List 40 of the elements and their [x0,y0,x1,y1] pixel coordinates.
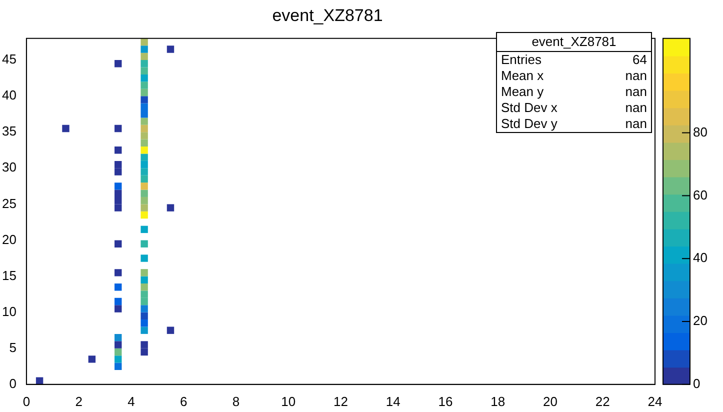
color-bar-label: 40 [693,250,708,266]
x-tick-label: 20 [543,394,558,409]
x-tick-label: 12 [333,394,348,409]
annotation: Mean x [501,68,544,84]
x-tick-label: 2 [75,394,82,409]
y-tick-label: 25 [2,196,16,211]
chart-title: event_XZ8781 [272,6,383,25]
annotation: nan [625,100,647,116]
annotation: Std Dev y [501,116,558,132]
color-bar-label: 20 [693,313,708,328]
x-tick-label: 18 [490,394,506,409]
x-tick-label: 14 [386,394,400,409]
annotation: nan [625,84,647,100]
y-tick-label: 15 [2,268,16,283]
annotation: Mean y [501,84,544,100]
y-tick-label: 40 [2,88,16,103]
annotation: nan [625,116,647,132]
x-tick-label: 4 [128,394,135,409]
y-tick-label: 5 [9,340,16,355]
x-tick-label: 24 [648,394,662,409]
color-bar-label: 80 [693,124,708,140]
annotation: Entries [501,52,542,68]
x-tick-label: 8 [232,394,240,409]
y-tick-label: 30 [2,160,16,175]
color-bar-label: 0 [693,376,700,391]
x-tick-label: 16 [438,394,453,409]
y-tick-label: 0 [9,376,16,391]
x-tick-label: 6 [180,394,188,409]
y-tick-label: 20 [2,232,16,247]
x-tick-label: 0 [22,394,30,409]
annotation: event_XZ8781 [497,33,651,52]
y-tick-label: 10 [2,304,16,319]
y-tick-label: 35 [2,124,16,139]
annotation: nan [625,68,647,84]
x-tick-label: 10 [281,394,296,409]
y-tick-label: 45 [2,52,16,67]
color-bar-label: 60 [693,187,708,202]
x-tick-label: 22 [595,394,610,409]
annotation: 64 [632,52,647,68]
annotation: Std Dev x [501,100,558,116]
